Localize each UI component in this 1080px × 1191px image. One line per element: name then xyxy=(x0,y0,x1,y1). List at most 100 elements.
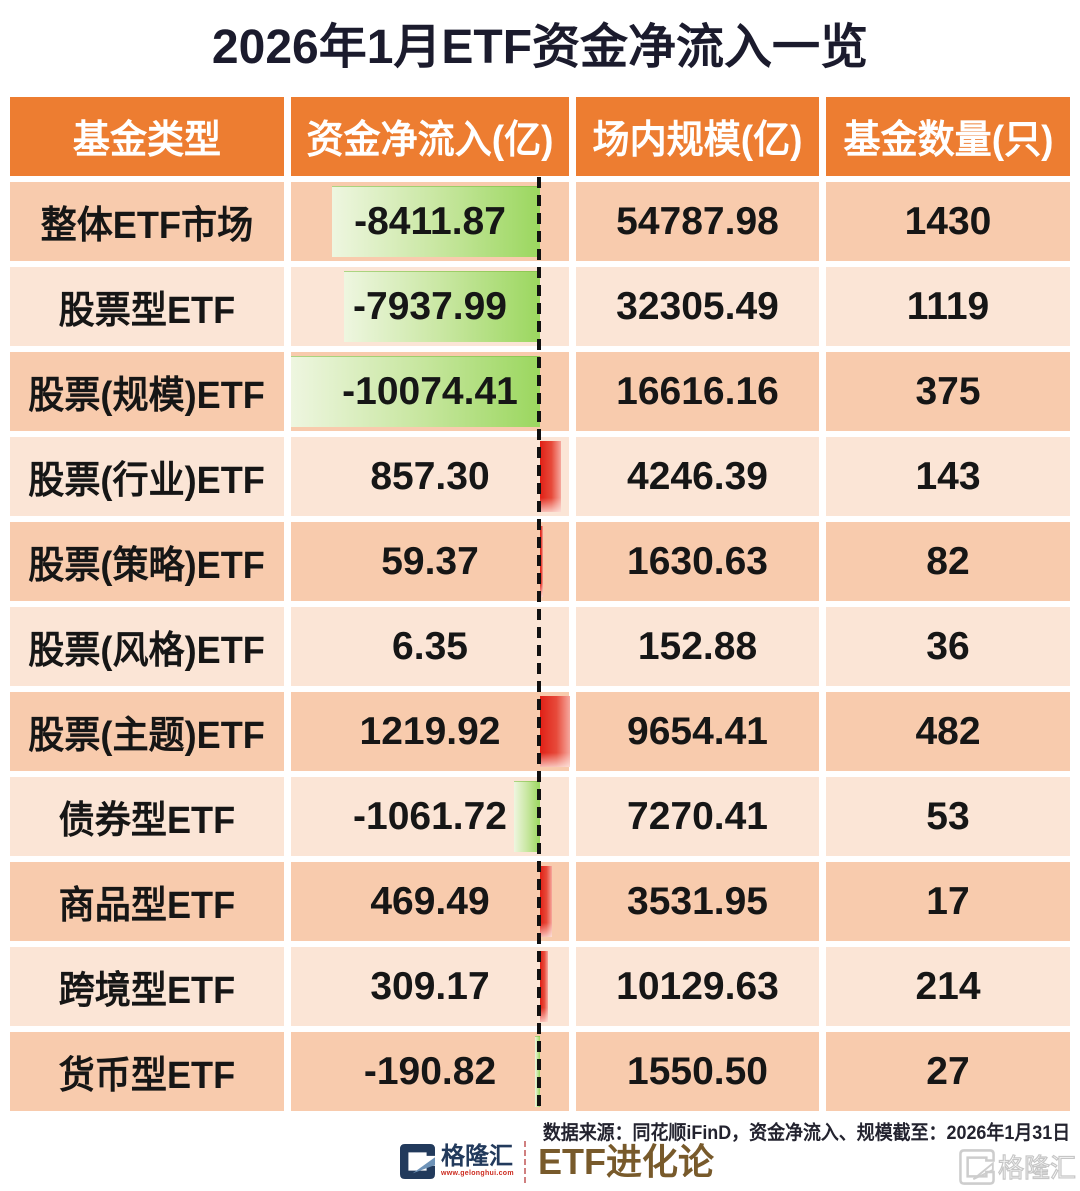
cell-fund-type: 整体ETF市场 xyxy=(10,182,284,261)
cell-count: 214 xyxy=(826,947,1070,1026)
cell-scale: 7270.41 xyxy=(576,777,819,856)
cell-count-text: 375 xyxy=(915,369,981,413)
cell-fund-type-text: 商品型ETF xyxy=(58,885,236,927)
positive-flow-bar xyxy=(540,441,562,512)
zero-axis-dashed-line xyxy=(537,177,541,1111)
table-row: 股票(风格)ETF 6.35 152.88 36 xyxy=(10,607,1070,686)
cell-scale-text: 32305.49 xyxy=(616,284,779,328)
cell-scale-text: 54787.98 xyxy=(616,199,779,243)
cell-count-text: 1430 xyxy=(904,199,992,243)
table-row: 股票(策略)ETF 59.37 1630.63 82 xyxy=(10,522,1070,601)
col-header-count: 基金数量(只) xyxy=(826,97,1070,176)
cell-fund-type-text: 整体ETF市场 xyxy=(40,205,254,247)
cell-net-flow: -8411.87 xyxy=(291,182,569,261)
cell-count: 36 xyxy=(826,607,1070,686)
cell-scale-text: 1550.50 xyxy=(627,1049,768,1093)
cell-fund-type: 跨境型ETF xyxy=(10,947,284,1026)
cell-net-flow: -7937.99 xyxy=(291,267,569,346)
col-header-fund-type: 基金类型 xyxy=(10,97,284,176)
cell-net-flow-text: 857.30 xyxy=(370,454,490,498)
cell-count: 1119 xyxy=(826,267,1070,346)
brand-divider xyxy=(524,1141,526,1183)
cell-fund-type: 债券型ETF xyxy=(10,777,284,856)
col-header-net-flow: 资金净流入(亿) xyxy=(291,97,569,176)
table-row: 债券型ETF -1061.72 7270.41 53 xyxy=(10,777,1070,856)
negative-flow-bar xyxy=(343,271,540,342)
cell-scale-text: 16616.16 xyxy=(616,369,779,413)
negative-flow-bar xyxy=(332,186,540,257)
cell-net-flow-text: -1061.72 xyxy=(353,794,507,838)
cell-net-flow: -10074.41 xyxy=(291,352,569,431)
cell-fund-type: 股票(策略)ETF xyxy=(10,522,284,601)
cell-net-flow-text: 469.49 xyxy=(370,879,490,923)
cell-fund-type-text: 股票(策略)ETF xyxy=(28,545,266,587)
cell-scale: 54787.98 xyxy=(576,182,819,261)
cell-net-flow: 6.35 xyxy=(291,607,569,686)
cell-count-text: 482 xyxy=(915,709,981,753)
cell-count-text: 53 xyxy=(926,794,970,838)
cell-net-flow-text: 6.35 xyxy=(392,624,468,668)
cell-scale: 3531.95 xyxy=(576,862,819,941)
cell-fund-type: 货币型ETF xyxy=(10,1032,284,1111)
cell-fund-type-text: 跨境型ETF xyxy=(58,970,236,1012)
cell-fund-type-text: 货币型ETF xyxy=(58,1055,236,1097)
cell-scale: 4246.39 xyxy=(576,437,819,516)
cell-fund-type: 股票(主题)ETF xyxy=(10,692,284,771)
watermark-logo-icon xyxy=(959,1148,995,1185)
cell-fund-type: 股票(风格)ETF xyxy=(10,607,284,686)
cell-fund-type-text: 股票(行业)ETF xyxy=(28,460,266,502)
cell-net-flow-text: 59.37 xyxy=(381,539,479,583)
cell-count: 27 xyxy=(826,1032,1070,1111)
gelonghui-url: www.gelonghui.com xyxy=(441,1170,514,1177)
cell-scale-text: 3531.95 xyxy=(627,879,768,923)
cell-fund-type: 商品型ETF xyxy=(10,862,284,941)
watermark: 格隆汇 xyxy=(959,1148,1077,1185)
etf-table: 基金类型 资金净流入(亿) 场内规模(亿) 基金数量(只) 整体ETF市场 -8411.… xyxy=(10,97,1070,1117)
cell-count: 53 xyxy=(826,777,1070,856)
cell-net-flow: 1219.92 xyxy=(291,692,571,771)
table-header: 基金类型 资金净流入(亿) 场内规模(亿) 基金数量(只) xyxy=(10,97,1070,176)
cell-scale: 152.88 xyxy=(576,607,819,686)
cell-count: 17 xyxy=(826,862,1070,941)
cell-scale: 10129.63 xyxy=(576,947,819,1026)
cell-count: 482 xyxy=(826,692,1070,771)
cell-fund-type-text: 股票(风格)ETF xyxy=(28,630,266,672)
data-source-note: 数据来源：同花顺iFinD，资金净流入、规模截至：2026年1月31日 xyxy=(542,1122,1070,1144)
cell-fund-type-text: 股票型ETF xyxy=(58,290,236,332)
cell-net-flow-text: -7937.99 xyxy=(353,284,507,328)
cell-fund-type: 股票型ETF xyxy=(10,267,284,346)
cell-net-flow: 857.30 xyxy=(291,437,569,516)
cell-net-flow: 309.17 xyxy=(291,947,569,1026)
cell-net-flow-text: 309.17 xyxy=(370,964,490,1008)
cell-fund-type: 股票(行业)ETF xyxy=(10,437,284,516)
cell-net-flow-text: -8411.87 xyxy=(354,199,506,243)
table-row: 股票型ETF -7937.99 32305.49 1119 xyxy=(10,267,1070,346)
cell-count-text: 143 xyxy=(915,454,981,498)
cell-net-flow: 469.49 xyxy=(291,862,569,941)
cell-scale: 1630.63 xyxy=(576,522,819,601)
table-row: 股票(行业)ETF 857.30 4246.39 143 xyxy=(10,437,1070,516)
cell-count-text: 36 xyxy=(926,624,970,668)
table-row: 跨境型ETF 309.17 10129.63 214 xyxy=(10,947,1070,1026)
cell-net-flow: -1061.72 xyxy=(291,777,569,856)
page-title: 2026年1月ETF资金净流入一览 xyxy=(211,21,869,74)
positive-flow-bar xyxy=(540,951,548,1022)
cell-count-text: 214 xyxy=(915,964,981,1008)
watermark-text: 格隆汇 xyxy=(997,1152,1076,1183)
table-body: 整体ETF市场 -8411.87 54787.98 1430 股票型ETF -7937.9… xyxy=(10,182,1070,1111)
cell-count-text: 1119 xyxy=(906,284,990,328)
negative-flow-bar xyxy=(513,781,540,852)
negative-flow-bar xyxy=(291,356,540,427)
table-row: 股票(主题)ETF 1219.92 9654.41 482 xyxy=(10,692,1070,771)
cell-net-flow-text: -10074.41 xyxy=(342,369,518,413)
cell-scale-text: 4246.39 xyxy=(627,454,768,498)
positive-flow-bar xyxy=(540,696,571,767)
cell-scale: 32305.49 xyxy=(576,267,819,346)
cell-count: 1430 xyxy=(826,182,1070,261)
cell-count-text: 17 xyxy=(926,879,970,923)
cell-fund-type-text: 股票(规模)ETF xyxy=(28,375,266,417)
table-row: 整体ETF市场 -8411.87 54787.98 1430 xyxy=(10,182,1070,261)
cell-scale-text: 10129.63 xyxy=(616,964,779,1008)
